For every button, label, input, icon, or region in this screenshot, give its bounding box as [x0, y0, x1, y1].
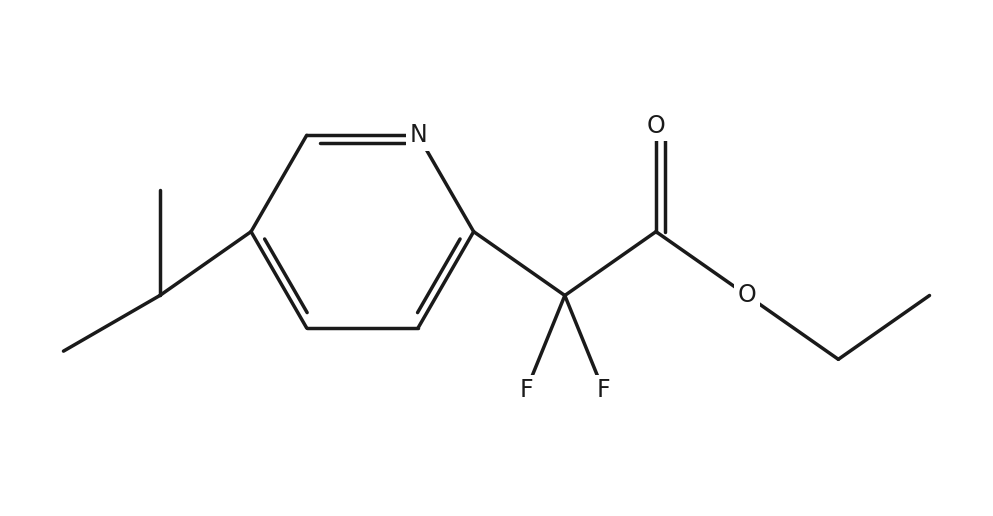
Text: N: N [409, 123, 427, 147]
Text: O: O [646, 114, 665, 138]
Text: O: O [738, 283, 757, 308]
Text: F: F [519, 378, 533, 402]
Text: F: F [597, 378, 610, 402]
